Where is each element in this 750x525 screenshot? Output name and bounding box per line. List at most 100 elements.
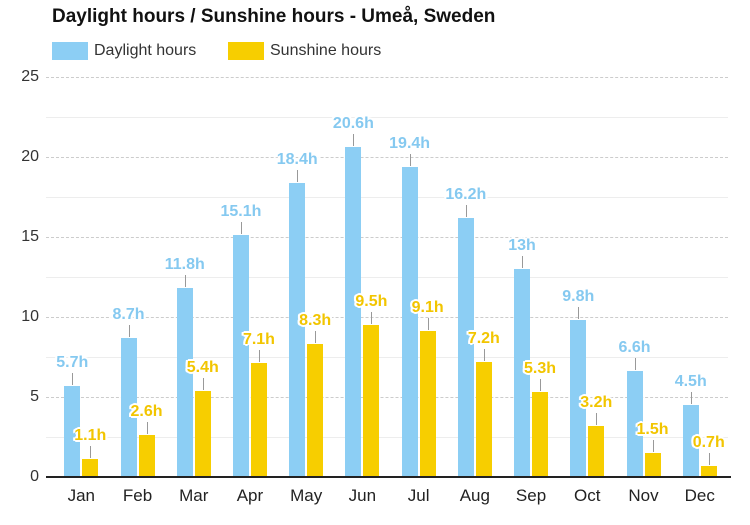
y-axis-label: 25 [21, 68, 39, 85]
sunshine-value-label: 3.2h [580, 393, 613, 411]
daylight-bar [401, 166, 418, 477]
label-leader-line [72, 372, 74, 385]
y-axis-label: 10 [21, 308, 39, 325]
sunshine-value-label: 7.2h [467, 329, 500, 347]
daylight-bar [289, 182, 306, 477]
x-axis-label: Feb [122, 486, 153, 505]
daylight-value-label: 13h [508, 237, 536, 254]
sunshine-bar [644, 453, 661, 477]
daylight-bar [626, 371, 643, 477]
major-gridline [46, 237, 728, 238]
daylight-bar [570, 320, 587, 477]
label-leader-line [128, 324, 130, 337]
y-axis-label: 20 [21, 148, 39, 165]
x-axis-label: Apr [236, 486, 264, 505]
x-axis-label: Mar [179, 486, 209, 505]
daylight-legend-swatch [52, 42, 88, 60]
daylight-value-label: 15.1h [220, 203, 262, 221]
minor-gridline [46, 117, 728, 118]
label-leader-line [184, 275, 186, 288]
label-leader-line [371, 312, 373, 324]
minor-gridline [46, 277, 728, 278]
sunshine-value-label: 5.3h [524, 360, 557, 378]
daylight-bar [64, 385, 81, 477]
minor-gridline [46, 437, 728, 438]
label-leader-line [315, 331, 317, 344]
x-axis-label: Oct [574, 486, 601, 505]
label-leader-line [522, 256, 524, 268]
x-axis-line [46, 476, 731, 478]
sunshine-bar [82, 459, 99, 477]
daylight-value-label: 4.5h [674, 373, 707, 390]
label-leader-line [578, 307, 580, 320]
sunshine-bar [532, 392, 549, 477]
daylight-bar [176, 288, 193, 477]
daylight-value-label: 19.4h [389, 134, 431, 152]
major-gridline [46, 397, 728, 398]
daylight-value-label: 9.8h [562, 288, 595, 306]
label-leader-line [596, 412, 598, 425]
sunshine-value-label: 9.1h [411, 299, 444, 317]
daylight-bar [514, 269, 531, 477]
label-leader-line [465, 204, 467, 217]
sunshine-value-label: 5.4h [186, 358, 219, 376]
y-axis-label: 0 [30, 468, 39, 485]
legend-item-daylight: Daylight hours [52, 42, 196, 60]
label-leader-line [146, 422, 148, 435]
daylight-value-label: 20.6h [332, 115, 374, 133]
daylight-bar [120, 337, 137, 477]
label-leader-line [540, 379, 542, 392]
major-gridline [46, 157, 728, 158]
daylight-value-label: 5.7h [56, 353, 89, 371]
y-axis-label: 15 [21, 228, 39, 245]
minor-gridline [46, 357, 728, 358]
daylight-value-label: 18.4h [276, 150, 318, 168]
label-leader-line [483, 348, 485, 361]
x-axis-label: Dec [684, 486, 715, 505]
x-axis-label: Jun [348, 486, 377, 505]
sunshine-legend-label: Sunshine hours [270, 42, 382, 59]
sunshine-bar [194, 390, 211, 477]
sunshine-value-label: 8.3h [299, 312, 332, 330]
label-leader-line [634, 358, 636, 371]
sunshine-value-label: 0.7h [692, 433, 725, 451]
x-axis-label: Nov [628, 486, 659, 505]
label-leader-line [297, 169, 299, 182]
daylight-bar [457, 217, 474, 477]
sunshine-legend-swatch [228, 42, 264, 60]
label-leader-line [240, 222, 242, 235]
label-leader-line [409, 153, 411, 166]
daylight-bar [232, 235, 249, 477]
sunshine-value-label: 1.1h [74, 427, 107, 445]
sunshine-bar [419, 331, 436, 477]
x-axis-label: May [290, 486, 323, 505]
label-leader-line [202, 377, 204, 390]
daylight-value-label: 6.6h [618, 339, 651, 357]
label-leader-line [353, 134, 355, 147]
sunshine-value-label: 1.5h [636, 421, 669, 438]
daylight-legend-label: Daylight hours [94, 42, 197, 59]
label-leader-line [90, 446, 92, 459]
sunshine-bar [138, 435, 155, 477]
daylight-value-label: 8.7h [112, 305, 145, 323]
sunshine-value-label: 9.5h [355, 293, 388, 310]
sunshine-value-label: 7.1h [242, 331, 275, 349]
daylight-bar [682, 405, 699, 477]
label-leader-line [708, 452, 710, 465]
x-axis-label: Jul [407, 486, 430, 505]
daylight-value-label: 11.8h [164, 256, 205, 274]
x-axis-label: Sep [515, 486, 547, 505]
x-axis-label: Aug [459, 486, 490, 505]
sunshine-bar [588, 425, 605, 477]
label-leader-line [427, 318, 429, 331]
label-leader-line [652, 440, 654, 452]
sunshine-bar [700, 465, 717, 477]
label-leader-line [258, 350, 260, 363]
sunshine-bar [475, 361, 492, 477]
y-axis-label: 5 [30, 388, 39, 405]
sunshine-bar [363, 325, 380, 477]
x-axis-label: Jan [67, 486, 95, 505]
major-gridline [46, 77, 728, 78]
sunshine-value-label: 2.6h [130, 403, 163, 421]
